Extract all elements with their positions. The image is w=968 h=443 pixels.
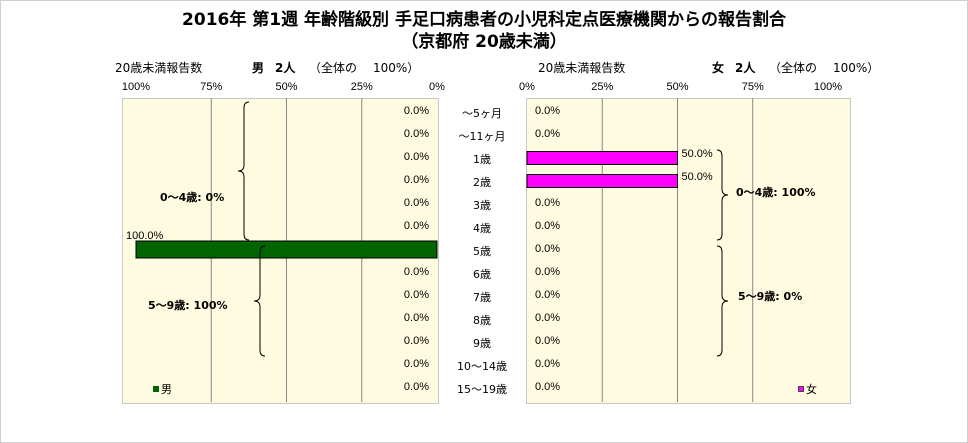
male-legend-swatch: [153, 386, 159, 392]
female-header-note: （全体の: [769, 61, 818, 75]
male-0-4-brace: [237, 101, 250, 241]
category-label: ～11ヶ月: [458, 129, 506, 143]
category-label: 2歳: [473, 175, 491, 189]
male-data-label: 0.0%: [403, 334, 429, 347]
male-data-label: 0.0%: [403, 357, 429, 370]
male-data-label: 0.0%: [403, 380, 429, 393]
female-header-count: 2人: [735, 61, 756, 75]
male-data-label: 0.0%: [403, 219, 429, 232]
male-bar: [135, 240, 438, 259]
male-header-sex: 男: [252, 61, 265, 75]
male-group-0-4: 0～4歳: 0%: [160, 191, 225, 204]
male-data-label: 100.0%: [126, 229, 164, 242]
male-data-label: 0.0%: [403, 104, 429, 117]
female-data-label: 0.0%: [535, 334, 561, 347]
female-axis-tick-label: 0%: [519, 81, 535, 93]
male-header-count: 2人: [275, 61, 296, 75]
female-0-4-brace: [716, 149, 729, 241]
male-axis-tick-label: 100%: [121, 81, 151, 93]
male-data-label: 0.0%: [403, 265, 429, 278]
category-label: 10～14歳: [457, 359, 507, 373]
female-data-label: 0.0%: [535, 219, 561, 232]
female-data-label: 0.0%: [535, 265, 561, 278]
male-data-label: 0.0%: [403, 173, 429, 186]
female-axis-tick-label: 50%: [666, 81, 689, 93]
male-axis-tick-label: 25%: [350, 81, 373, 93]
female-data-label: 0.0%: [535, 357, 561, 370]
male-axis-tick-label: 75%: [200, 81, 223, 93]
female-5-9-brace: [716, 245, 729, 357]
female-legend-label: 女: [806, 383, 817, 396]
male-axis-tick-label: 0%: [429, 81, 445, 93]
female-header-label: 20歳未満報告数: [538, 61, 626, 75]
female-group-0-4: 0～4歳: 100%: [736, 186, 816, 199]
male-data-label: 0.0%: [403, 150, 429, 163]
category-label: 8歳: [473, 313, 491, 327]
male-5-9-brace: [253, 245, 266, 357]
female-plot-area: [526, 98, 851, 404]
male-axis-tick-label: 50%: [275, 81, 298, 93]
female-data-label: 0.0%: [535, 242, 561, 255]
female-data-label: 0.0%: [535, 127, 561, 140]
male-header-pct: 100%）: [373, 61, 420, 75]
category-label: 5歳: [473, 244, 491, 258]
female-group-5-9: 5～9歳: 0%: [738, 290, 803, 303]
male-data-label: 0.0%: [403, 311, 429, 324]
female-bar: [526, 174, 678, 188]
chart-subtitle: （京都府 20歳未満）: [401, 32, 567, 52]
female-data-label: 50.0%: [681, 147, 713, 160]
male-data-label: 0.0%: [403, 196, 429, 209]
female-data-label: 0.0%: [535, 196, 561, 209]
male-data-label: 0.0%: [403, 127, 429, 140]
category-label: 3歳: [473, 198, 491, 212]
female-data-label: 0.0%: [535, 104, 561, 117]
female-header-pct: 100%）: [833, 61, 880, 75]
category-label: 7歳: [473, 290, 491, 304]
category-label: 4歳: [473, 221, 491, 235]
female-header-sex: 女: [712, 61, 725, 75]
category-label: 1歳: [473, 152, 491, 166]
male-header-note: （全体の: [309, 61, 358, 75]
male-legend-label: 男: [161, 383, 172, 396]
female-legend-swatch: [798, 386, 804, 392]
male-group-5-9: 5～9歳: 100%: [148, 299, 228, 312]
female-data-label: 0.0%: [535, 311, 561, 324]
male-data-label: 0.0%: [403, 288, 429, 301]
chart-title: 2016年 第1週 年齢階級別 手足口病患者の小児科定点医療機関からの報告割合: [182, 10, 786, 30]
female-data-label: 50.0%: [681, 170, 713, 183]
female-bar: [526, 151, 678, 165]
category-label: ～5ヶ月: [462, 106, 502, 120]
category-label: 9歳: [473, 336, 491, 350]
female-data-label: 0.0%: [535, 288, 561, 301]
female-axis-tick-label: 75%: [741, 81, 764, 93]
female-data-label: 0.0%: [535, 380, 561, 393]
category-label: 15～19歳: [457, 382, 507, 396]
female-axis-tick-label: 25%: [591, 81, 614, 93]
category-label: 6歳: [473, 267, 491, 281]
female-axis-tick-label: 100%: [813, 81, 843, 93]
male-header-label: 20歳未満報告数: [115, 61, 203, 75]
